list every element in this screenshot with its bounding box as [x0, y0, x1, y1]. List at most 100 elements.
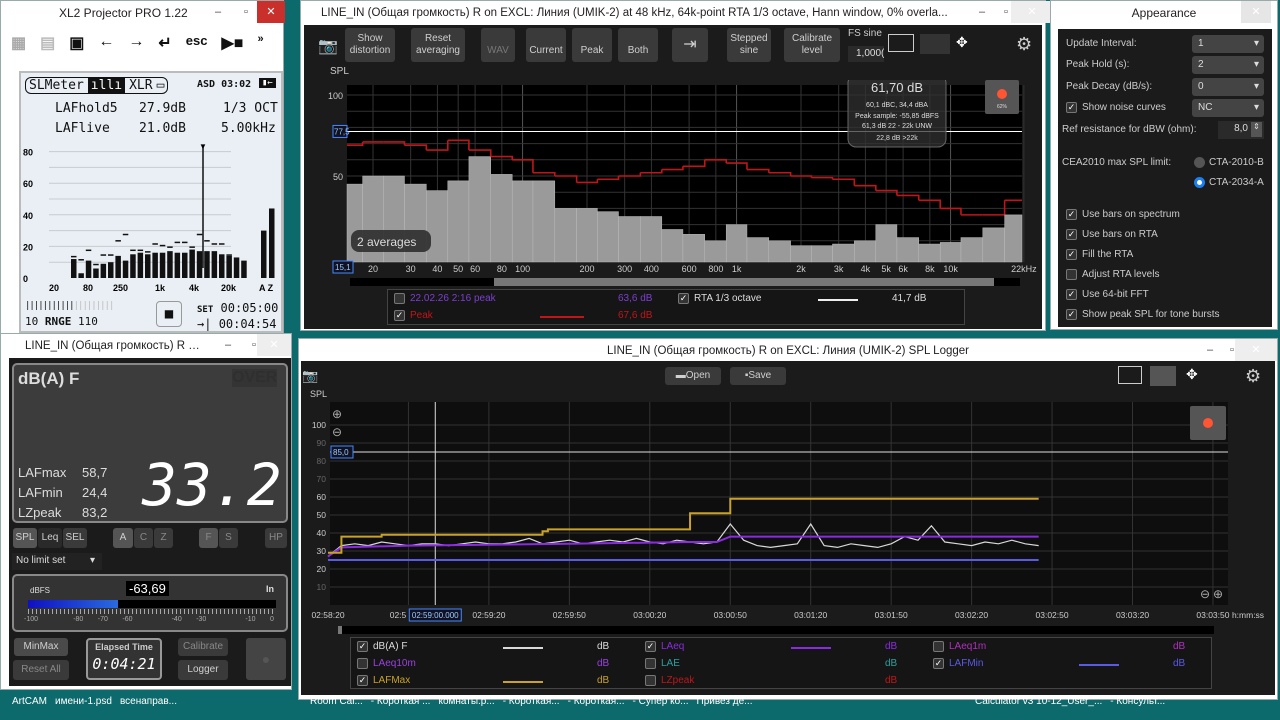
taskbar-item[interactable]: Room Cal...: [310, 696, 363, 707]
taskbar-item[interactable]: имени-1.psd: [55, 696, 112, 707]
logger-scrollbar[interactable]: [338, 626, 1214, 634]
tab-slmeter[interactable]: SLMeter: [29, 78, 84, 93]
open-button[interactable]: ▬ Open: [665, 367, 721, 385]
limit-select[interactable]: No limit set ▾: [12, 553, 102, 570]
legend-item-lae[interactable]: LAE dB: [645, 658, 915, 669]
taskbar-item[interactable]: ArtCAM: [12, 696, 47, 707]
stepped-sine-button[interactable]: Stepped sine: [727, 28, 771, 62]
maximize-button[interactable]: ▫: [1230, 344, 1234, 356]
chart-icon[interactable]: ▤: [40, 35, 56, 52]
show-noise-curves-checkbox[interactable]: ✓ Show noise curves: [1066, 102, 1166, 114]
tab-xlr[interactable]: XLR: [129, 78, 153, 93]
monitor-icon[interactable]: [888, 34, 914, 52]
radio-cta-2034-a[interactable]: CTA-2034-A: [1194, 177, 1264, 188]
legend-item-laeq[interactable]: ✓ LAeq dB: [645, 641, 898, 653]
close-button[interactable]: ✕: [257, 1, 285, 23]
gear-icon[interactable]: ⚙: [1016, 34, 1033, 54]
checkbox-use-bars-on-rta[interactable]: ✓ Use bars on RTA: [1066, 229, 1158, 241]
weight-c[interactable]: C: [134, 528, 153, 548]
taskbar-item[interactable]: - Короткая...: [567, 696, 625, 707]
taskbar-item[interactable]: - Консульт...: [1110, 696, 1166, 707]
arrow-right-icon[interactable]: →: [128, 33, 145, 50]
legend-item-laeq10m[interactable]: LAeq10m dB: [357, 658, 627, 669]
close-button[interactable]: ✕: [1011, 1, 1053, 23]
more-button[interactable]: »: [257, 33, 264, 45]
peak-button[interactable]: Peak: [572, 28, 612, 62]
time-s[interactable]: S: [219, 528, 238, 548]
checkbox-fill-the-rta[interactable]: ✓ Fill the RTA: [1066, 249, 1134, 261]
import-icon[interactable]: ⇥: [672, 28, 708, 62]
close-button[interactable]: ✕: [257, 334, 291, 356]
noise-curve-select[interactable]: NC: [1192, 99, 1264, 117]
checkbox-show-peak-spl-for-tone-bursts[interactable]: ✓ Show peak SPL for tone bursts: [1066, 309, 1220, 321]
checkbox-adjust-rta-levels[interactable]: Adjust RTA levels: [1066, 269, 1159, 280]
peak-decay-select[interactable]: 0: [1192, 78, 1264, 96]
minimize-button[interactable]: –: [1206, 344, 1214, 356]
close-button[interactable]: ✕: [1235, 339, 1277, 361]
mode-spl[interactable]: SPL: [13, 528, 37, 548]
sd-card-icon[interactable]: ▣: [69, 35, 85, 52]
minimize-button[interactable]: –: [224, 339, 232, 351]
fullscreen-icon[interactable]: ✥: [1186, 366, 1198, 382]
record-button[interactable]: ●: [246, 638, 286, 680]
rta-scrollbar[interactable]: [350, 278, 1020, 286]
enter-icon[interactable]: ↵: [158, 35, 172, 52]
legend-item-peak[interactable]: ✓ Peak 67,6 dB: [394, 310, 653, 322]
logger-button[interactable]: Logger: [178, 660, 228, 680]
wav-button[interactable]: WAV: [481, 28, 515, 62]
maximize-button[interactable]: ▫: [244, 6, 248, 18]
legend-item-laeq1m[interactable]: LAeq1m dB: [933, 641, 1203, 652]
arrow-left-icon[interactable]: ←: [98, 33, 115, 50]
stop-button[interactable]: ■: [156, 301, 182, 327]
save-button[interactable]: ▪ Save: [730, 367, 786, 385]
mode-sel[interactable]: SEL: [63, 528, 87, 548]
ref-resistance-spinner[interactable]: 8,0 ⇕: [1218, 121, 1264, 139]
calibrate-level-button[interactable]: Calibrate level: [784, 28, 840, 62]
taskbar-item[interactable]: - Короткая...: [502, 696, 560, 707]
minimize-button[interactable]: –: [978, 6, 986, 18]
minimize-button[interactable]: –: [214, 6, 222, 18]
taskbar-item[interactable]: - Супер ко...: [632, 696, 689, 707]
mode-leq[interactable]: Leq: [38, 528, 62, 548]
play-stop-icon[interactable]: ▶■: [221, 35, 244, 52]
legend-item-lzpeak[interactable]: LZpeak dB: [645, 675, 915, 686]
maximize-button[interactable]: ▫: [1004, 6, 1008, 18]
taskbar-item[interactable]: Calculator v3 10-12_User_...: [975, 696, 1103, 707]
current-button[interactable]: Current: [526, 28, 566, 62]
taskbar-item[interactable]: - Короткая ...: [370, 696, 431, 707]
tab-spectrum[interactable]: ıllı: [87, 78, 126, 93]
weight-a[interactable]: A: [113, 528, 133, 548]
legend-item-rta[interactable]: ✓ RTA 1/3 octave 41,7 dB: [678, 293, 927, 305]
taskbar-item[interactable]: комнаты.р...: [438, 696, 495, 707]
time-f[interactable]: F: [199, 528, 218, 548]
gear-icon[interactable]: ⚙: [1245, 366, 1262, 386]
checkbox-use-bars-on-spectrum[interactable]: ✓ Use bars on spectrum: [1066, 209, 1180, 221]
close-button[interactable]: ✕: [1241, 1, 1271, 23]
list-icon[interactable]: ▦: [11, 35, 27, 52]
camera-icon[interactable]: 📷: [302, 368, 319, 383]
hp-button[interactable]: HP: [265, 528, 287, 548]
fs-sine-input[interactable]: 1,000(: [848, 46, 884, 62]
fullscreen-icon[interactable]: ✥: [956, 34, 968, 50]
taskbar-item[interactable]: всенаправ...: [119, 696, 177, 707]
checkbox-use-64-bit-fft[interactable]: ✓ Use 64-bit FFT: [1066, 289, 1149, 301]
legend-item-lafmin[interactable]: ✓ LAFMin dB: [933, 658, 1186, 670]
layout-icon[interactable]: [920, 34, 950, 54]
layout-icon[interactable]: [1150, 366, 1176, 386]
peak-hold-select[interactable]: 2: [1192, 56, 1264, 74]
maximize-button[interactable]: ▫: [252, 339, 256, 351]
tab-memory[interactable]: ▭: [156, 78, 165, 93]
reset-all-button[interactable]: Reset All: [13, 660, 69, 680]
esc-button[interactable]: esc: [185, 33, 208, 48]
update-interval-select[interactable]: 1: [1192, 35, 1264, 53]
calibrate-button[interactable]: Calibrate: [178, 638, 228, 656]
camera-icon[interactable]: 📷: [318, 38, 338, 55]
taskbar-item[interactable]: Привез де...: [696, 696, 753, 707]
monitor-icon[interactable]: [1118, 366, 1142, 384]
legend-item-saved-peak[interactable]: 22.02.26 2:16 peak 63,6 dB: [394, 293, 654, 304]
show-distortion-button[interactable]: Show distortion: [345, 28, 395, 62]
reset-averaging-button[interactable]: Reset averaging: [411, 28, 465, 62]
weight-z[interactable]: Z: [154, 528, 173, 548]
minmax-button[interactable]: MinMax: [14, 638, 68, 656]
